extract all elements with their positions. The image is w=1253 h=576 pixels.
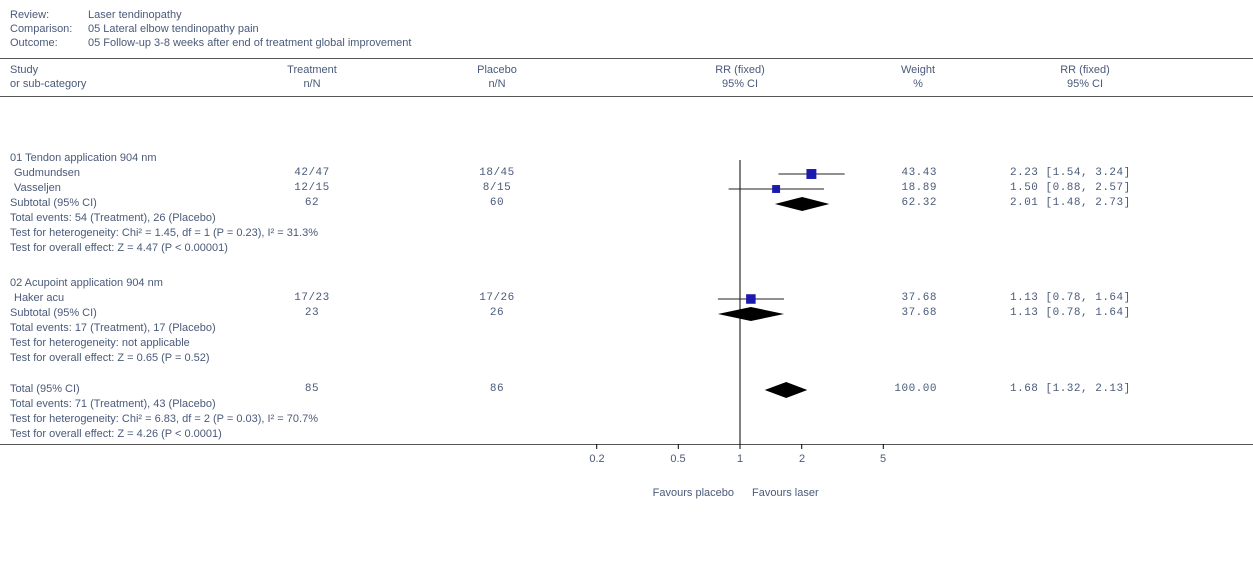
group-title: 01 Tendon application 904 nm xyxy=(10,152,157,164)
group-note: Total events: 17 (Treatment), 17 (Placeb… xyxy=(10,322,216,334)
col-placebo: Placebo xyxy=(477,64,517,76)
study-placebo: 17/26 xyxy=(479,292,515,304)
review-value: Laser tendinopathy xyxy=(88,9,182,21)
subtotal-weight: 37.68 xyxy=(901,307,937,319)
subtotal-rr-text: 2.01 [1.48, 2.73] xyxy=(1010,197,1131,209)
col-rr-plot: RR (fixed) xyxy=(715,64,765,76)
group-note: Test for heterogeneity: Chi² = 1.45, df … xyxy=(10,227,318,239)
study-name: Gudmundsen xyxy=(14,167,81,179)
subtotal-placebo: 26 xyxy=(489,307,505,319)
group-note: Total events: 54 (Treatment), 26 (Placeb… xyxy=(10,212,216,224)
subtotal-label: Subtotal (95% CI) xyxy=(10,307,97,319)
study-marker xyxy=(806,169,817,179)
footer-rule xyxy=(0,444,1253,445)
header-rule xyxy=(0,58,1253,59)
col-weight: Weight xyxy=(900,64,936,76)
col-study-sub: or sub-category xyxy=(10,78,87,90)
study-rr-text: 2.23 [1.54, 3.24] xyxy=(1010,167,1131,179)
review-label: Review: xyxy=(10,9,50,21)
total-placebo: 86 xyxy=(489,383,505,395)
study-weight: 18.89 xyxy=(901,182,937,194)
study-marker xyxy=(772,185,781,193)
study-name: Haker acu xyxy=(14,292,65,304)
total-weight: 100.00 xyxy=(894,383,937,395)
total-note: Test for overall effect: Z = 4.26 (P < 0… xyxy=(10,428,222,440)
comparison-label: Comparison: xyxy=(10,23,73,35)
col-placebo-sub: n/N xyxy=(488,78,506,90)
total-note: Test for heterogeneity: Chi² = 6.83, df … xyxy=(10,413,318,425)
outcome-value: 05 Follow-up 3-8 weeks after end of trea… xyxy=(88,37,412,49)
columns-rule xyxy=(0,96,1253,97)
subtotal-placebo: 60 xyxy=(489,197,505,209)
group-note: Test for overall effect: Z = 0.65 (P = 0… xyxy=(10,352,210,364)
axis-tick-label: 0.2 xyxy=(589,453,605,465)
study-weight: 43.43 xyxy=(901,167,937,179)
group-note: Test for heterogeneity: not applicable xyxy=(10,337,190,349)
axis-tick-label: 2 xyxy=(798,453,806,465)
study-marker xyxy=(746,294,756,304)
subtotal-weight: 62.32 xyxy=(901,197,937,209)
group-note: Test for overall effect: Z = 4.47 (P < 0… xyxy=(10,242,228,254)
col-treatment: Treatment xyxy=(287,64,337,76)
col-rr-plot-sub: 95% CI xyxy=(721,78,759,90)
study-treatment: 42/47 xyxy=(294,167,330,179)
favours-placebo-label: Favours placebo xyxy=(652,487,734,499)
total-label: Total (95% CI) xyxy=(10,383,80,395)
axis-tick-label: 5 xyxy=(879,453,887,465)
study-placebo: 8/15 xyxy=(482,182,512,194)
study-treatment: 12/15 xyxy=(294,182,330,194)
study-name: Vasseljen xyxy=(14,182,61,194)
total-note: Total events: 71 (Treatment), 43 (Placeb… xyxy=(10,398,216,410)
subtotal-rr-text: 1.13 [0.78, 1.64] xyxy=(1010,307,1131,319)
subtotal-treatment: 23 xyxy=(304,307,320,319)
col-treatment-sub: n/N xyxy=(303,78,321,90)
col-rr-text-sub: 95% CI xyxy=(1066,78,1104,90)
total-diamond xyxy=(764,382,808,398)
comparison-value: 05 Lateral elbow tendinopathy pain xyxy=(88,23,259,35)
study-treatment: 17/23 xyxy=(294,292,330,304)
col-weight-sub: % xyxy=(913,78,923,90)
axis-tick-label: 1 xyxy=(736,453,744,465)
study-weight: 37.68 xyxy=(901,292,937,304)
total-treatment: 85 xyxy=(304,383,320,395)
group-title: 02 Acupoint application 904 nm xyxy=(10,277,163,289)
favours-laser-label: Favours laser xyxy=(752,487,819,499)
study-placebo: 18/45 xyxy=(479,167,515,179)
subtotal-treatment: 62 xyxy=(304,197,320,209)
subtotal-diamond xyxy=(774,197,830,211)
total-rr-text: 1.68 [1.32, 2.13] xyxy=(1010,383,1131,395)
subtotal-diamond xyxy=(717,307,785,321)
col-rr-text: RR (fixed) xyxy=(1060,64,1110,76)
outcome-label: Outcome: xyxy=(10,37,58,49)
study-rr-text: 1.13 [0.78, 1.64] xyxy=(1010,292,1131,304)
subtotal-label: Subtotal (95% CI) xyxy=(10,197,97,209)
axis-tick-label: 0.5 xyxy=(670,453,686,465)
study-rr-text: 1.50 [0.88, 2.57] xyxy=(1010,182,1131,194)
col-study: Study xyxy=(10,64,39,76)
